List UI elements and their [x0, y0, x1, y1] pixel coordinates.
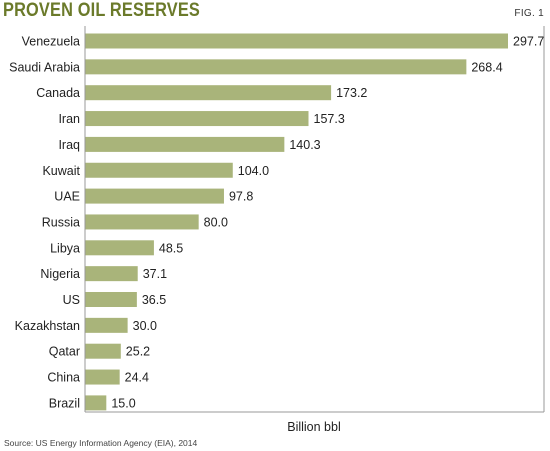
bars-layer: Venezuela 297.7 Saudi Arabia 268.4 Canada 173…	[9, 33, 544, 411]
category-label: China	[47, 371, 80, 385]
category-label: Iraq	[58, 138, 80, 152]
bar-group: Kazakhstan 30.0	[15, 317, 157, 333]
value-label: 36.5	[142, 293, 166, 307]
value-label: 173.2	[336, 86, 367, 100]
category-label: Venezuela	[22, 35, 80, 49]
category-label: Brazil	[49, 396, 80, 410]
bar-group: UAE 97.8	[54, 188, 253, 204]
category-label: Libya	[50, 241, 80, 255]
bar-chart: Venezuela 297.7 Saudi Arabia 268.4 Canada 173…	[9, 26, 545, 434]
bar-group: Libya 48.5	[50, 240, 183, 256]
category-label: Kazakhstan	[15, 319, 80, 333]
value-label: 15.0	[111, 396, 135, 410]
bar	[85, 395, 107, 411]
category-label: Iran	[58, 112, 80, 126]
value-label: 25.2	[126, 345, 150, 359]
category-label: Kuwait	[42, 164, 80, 178]
bar-group: Venezuela 297.7	[22, 33, 544, 49]
bar-group: Iran 157.3	[58, 111, 345, 127]
bar-group: Iraq 140.3	[58, 136, 321, 152]
bar	[85, 369, 120, 385]
category-label: Nigeria	[40, 267, 80, 281]
value-label: 97.8	[229, 190, 253, 204]
value-label: 80.0	[204, 215, 228, 229]
bar-group: Nigeria 37.1	[40, 266, 167, 282]
bar-group: US 36.5	[63, 292, 166, 307]
source-note: Source: US Energy Information Agency (EI…	[4, 438, 198, 448]
bar-group: Kuwait 104.0	[42, 162, 269, 178]
value-label: 48.5	[159, 241, 183, 255]
bar	[85, 317, 128, 333]
bar	[85, 214, 199, 230]
category-label: Qatar	[49, 345, 80, 359]
bar	[85, 292, 137, 307]
bar	[85, 33, 508, 49]
category-label: UAE	[54, 190, 80, 204]
bar-group: Canada 173.2	[36, 85, 367, 101]
bar	[85, 162, 233, 178]
figure-label: FIG. 1	[514, 8, 544, 19]
bar	[85, 343, 121, 359]
value-label: 157.3	[314, 112, 345, 126]
bar	[85, 136, 285, 152]
chart-title: PROVEN OIL RESERVES	[3, 0, 200, 21]
bar	[85, 266, 138, 282]
category-label: Saudi Arabia	[9, 60, 80, 74]
bar-group: Qatar 25.2	[49, 343, 150, 359]
category-label: US	[63, 293, 80, 307]
value-label: 37.1	[143, 267, 167, 281]
bar	[85, 240, 154, 256]
bar-group: Russia 80.0	[42, 214, 228, 230]
value-label: 24.4	[125, 371, 149, 385]
bar-group: China 24.4	[47, 369, 149, 385]
category-label: Canada	[36, 86, 80, 100]
category-label: Russia	[42, 215, 80, 229]
x-axis-label: Billion bbl	[287, 420, 341, 434]
bar	[85, 85, 332, 101]
value-label: 297.7	[513, 35, 544, 49]
bar	[85, 188, 224, 204]
value-label: 104.0	[238, 164, 269, 178]
bar-group: Brazil 15.0	[49, 395, 136, 411]
value-label: 140.3	[289, 138, 320, 152]
value-label: 30.0	[133, 319, 157, 333]
bar	[85, 59, 467, 75]
bar	[85, 111, 309, 127]
bar-group: Saudi Arabia 268.4	[9, 59, 503, 75]
value-label: 268.4	[471, 60, 502, 74]
